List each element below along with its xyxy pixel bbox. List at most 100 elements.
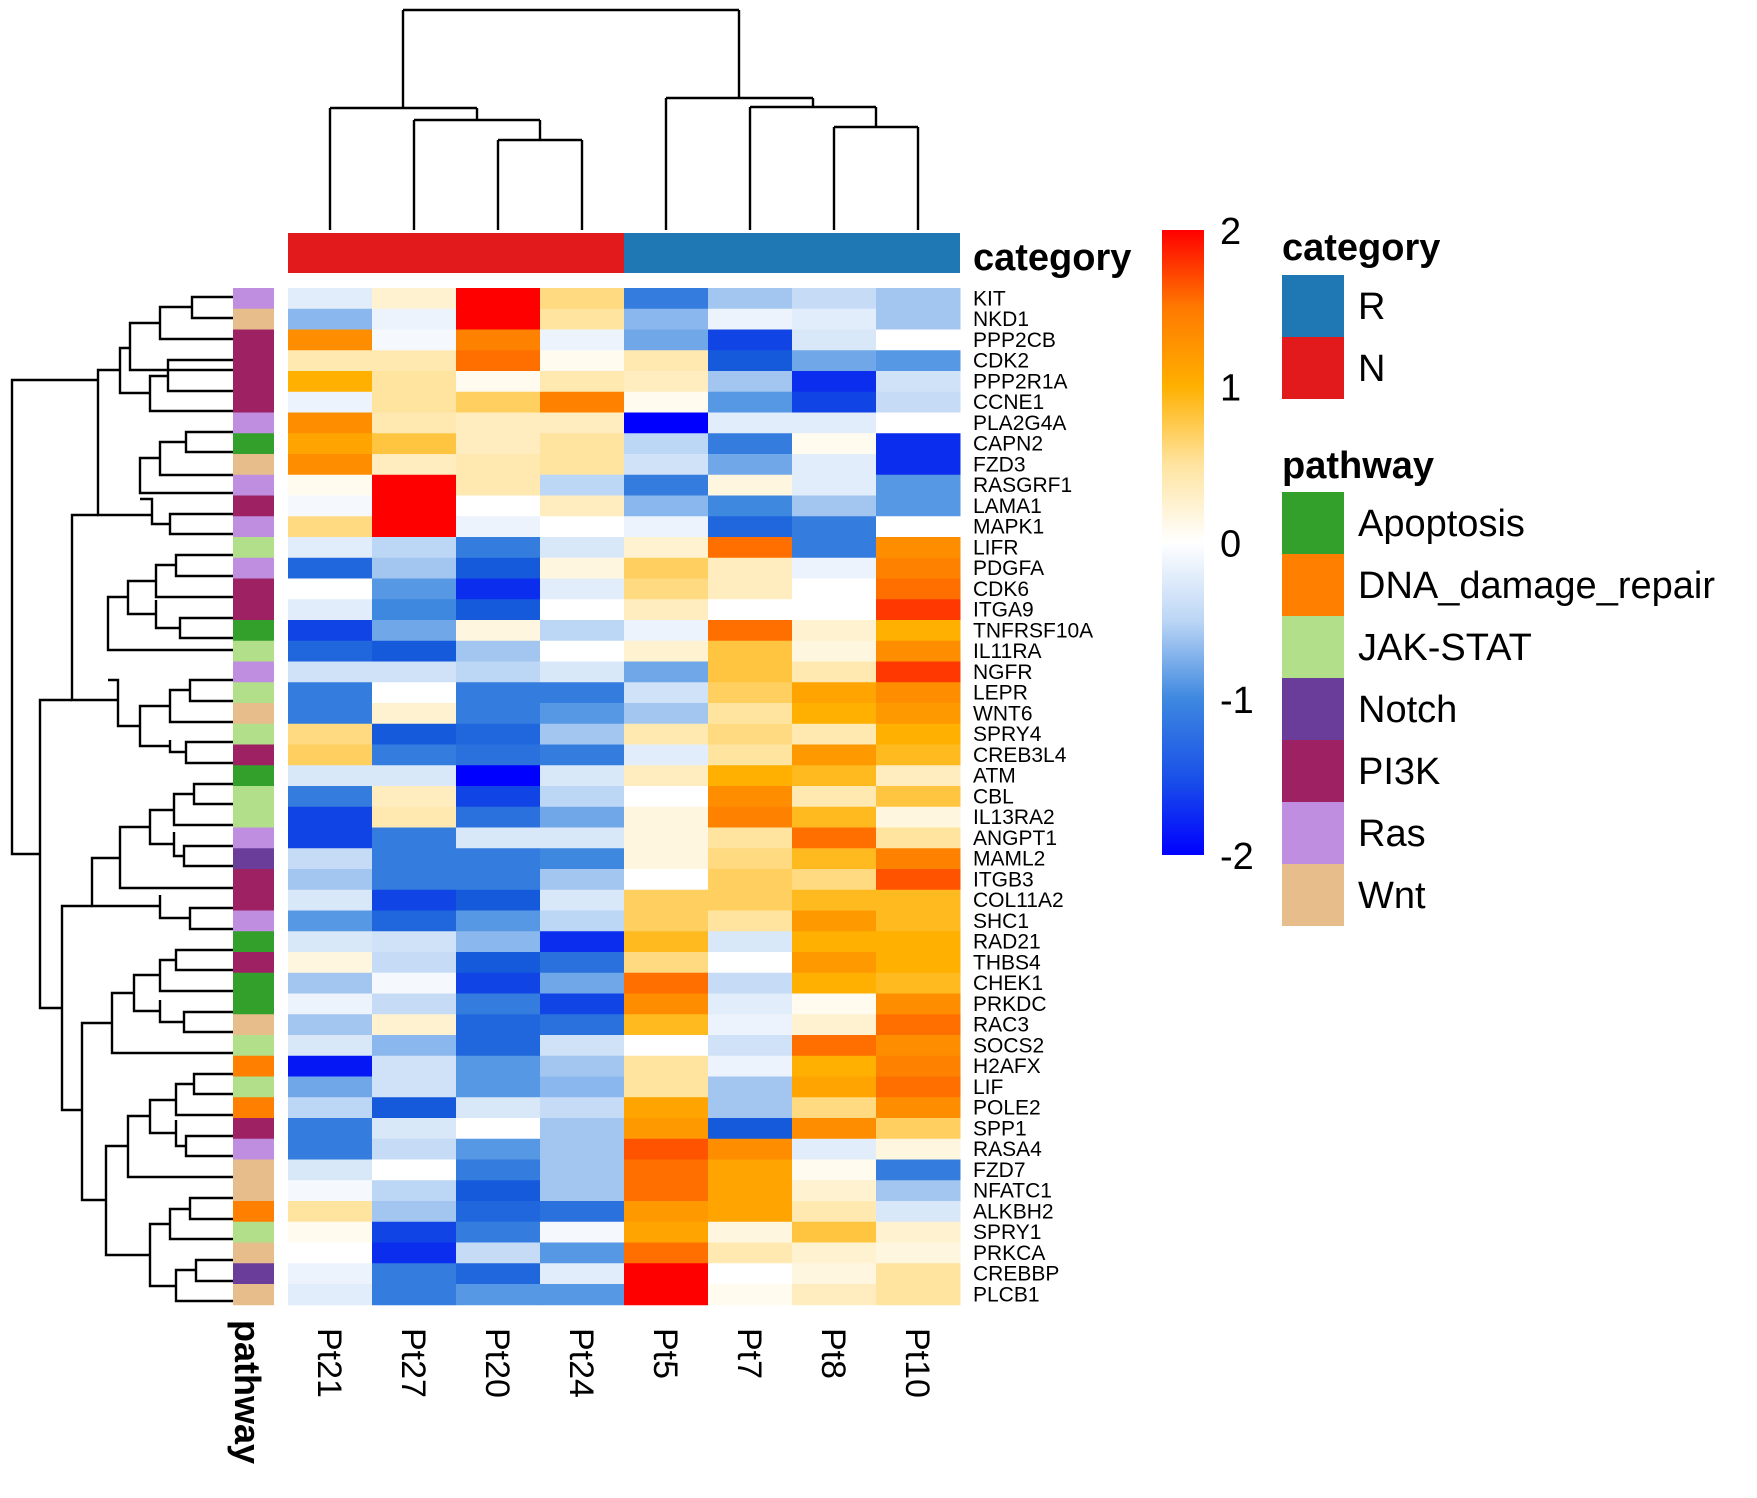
pathway-cell-ngfr [233,661,274,683]
heatmap-cell-crebbp-pt24 [540,1263,625,1285]
pathway-cell-rad21 [233,931,274,953]
pathway-cell-lama1 [233,495,274,517]
heatmap-cell-prkca-pt5 [624,1242,709,1264]
heatmap-cell-rasa4-pt8 [792,1138,877,1160]
heatmap-cell-alkbh2-pt20 [456,1201,541,1223]
heatmap-cell-cdk2-pt24 [540,350,625,372]
heatmap-cell-lifr-pt10 [876,537,961,559]
heatmap-cell-h2afx-pt21 [288,1055,373,1077]
heatmap-cell-chek1-pt5 [624,972,709,994]
gene-label-il11ra: IL11RA [973,640,1042,663]
heatmap-cell-itgb3-pt27 [372,869,457,891]
heatmap-cell-cdk2-pt27 [372,350,457,372]
heatmap-cell-lif-pt21 [288,1076,373,1098]
pathway-legend-label-pi3k: PI3K [1358,751,1440,793]
heatmap-cell-il13ra2-pt27 [372,806,457,828]
pathway-cell-prkdc [233,993,274,1015]
heatmap-cell-fzd3-pt5 [624,454,709,476]
gene-label-cbl: CBL [973,785,1014,808]
heatmap-cell-fzd3-pt27 [372,454,457,476]
heatmap-cell-maml2-pt10 [876,848,961,870]
heatmap-cell-capn2-pt21 [288,433,373,455]
pathway-cell-rasgrf1 [233,474,274,496]
heatmap-cell-chek1-pt8 [792,972,877,994]
heatmap-cell-plcb1-pt8 [792,1284,877,1306]
heatmap-cell-ccne1-pt24 [540,391,625,413]
heatmap-cell-cbl-pt10 [876,786,961,808]
heatmap-cell-angpt1-pt5 [624,827,709,849]
heatmap-cell-ppp2r1a-pt5 [624,371,709,393]
heatmap-cell-maml2-pt27 [372,848,457,870]
heatmap-cell-spp1-pt8 [792,1118,877,1140]
heatmap-cell-thbs4-pt21 [288,952,373,974]
heatmap-cell-lama1-pt20 [456,495,541,517]
heatmap-cell-crebbp-pt20 [456,1263,541,1285]
heatmap-cell-plcb1-pt27 [372,1284,457,1306]
heatmap-cell-lepr-pt21 [288,682,373,704]
heatmap-cell-cdk6-pt10 [876,578,961,600]
heatmap-cell-itgb3-pt8 [792,869,877,891]
pathway-cell-spry4 [233,723,274,745]
heatmap-cell-shc1-pt20 [456,910,541,932]
pathway-annotation-label: pathway [227,1320,268,1464]
heatmap-cell-rad21-pt27 [372,931,457,953]
heatmap-cell-spry1-pt21 [288,1221,373,1243]
heatmap-cell-nfatc1-pt5 [624,1180,709,1202]
gene-label-il13ra2: IL13RA2 [973,806,1055,829]
heatmap-cell-tnfrsf10a-pt24 [540,620,625,642]
heatmap-cell-nkd1-pt24 [540,308,625,330]
gene-label-lifr: LIFR [973,536,1019,559]
heatmap-cell-wnt6-pt21 [288,703,373,725]
heatmap-cell-nkd1-pt7 [708,308,793,330]
heatmap-cell-ppp2r1a-pt8 [792,371,877,393]
heatmap-cell-socs2-pt24 [540,1035,625,1057]
pathway-legend-label-ras: Ras [1358,813,1426,855]
heatmap-cell-rasgrf1-pt24 [540,474,625,496]
heatmap-cell-cdk6-pt27 [372,578,457,600]
category-legend-swatch-n [1282,337,1344,399]
heatmap-cell-ppp2cb-pt8 [792,329,877,351]
heatmap-cell-fzd7-pt27 [372,1159,457,1181]
heatmap-cell-lepr-pt8 [792,682,877,704]
gene-label-nkd1: NKD1 [973,308,1029,331]
heatmap-cell-itgb3-pt20 [456,869,541,891]
heatmap-cell-nkd1-pt27 [372,308,457,330]
heatmap-cell-maml2-pt7 [708,848,793,870]
heatmap-cell-itga9-pt21 [288,599,373,621]
pathway-cell-wnt6 [233,703,274,725]
gene-label-spry4: SPRY4 [973,723,1042,746]
heatmap-cell-cdk6-pt7 [708,578,793,600]
heatmap-cell-itgb3-pt10 [876,869,961,891]
heatmap-cell-rac3-pt5 [624,1014,709,1036]
gene-label-spp1: SPP1 [973,1117,1027,1140]
heatmap-cell-pdgfa-pt8 [792,557,877,579]
sample-labels: Pt21 Pt27 Pt20 Pt24 Pt5 Pt7 Pt8 Pt10 [310,1328,936,1398]
pathway-cell-ccne1 [233,391,274,413]
heatmap-cell-alkbh2-pt21 [288,1201,373,1223]
heatmap-cell-spry1-pt10 [876,1221,961,1243]
heatmap-cell-cbl-pt8 [792,786,877,808]
pathway-legend: pathway Apoptosis DNA_damage_repair JAK-ST… [1282,445,1715,926]
heatmap-cell-mapk1-pt20 [456,516,541,538]
heatmap-cell-spry1-pt8 [792,1221,877,1243]
pathway-legend-swatch-dna_damage_repair [1282,554,1344,616]
heatmap-cell-cdk2-pt20 [456,350,541,372]
gene-label-alkbh2: ALKBH2 [973,1200,1054,1223]
pathway-cell-il11ra [233,640,274,662]
heatmap-cell-chek1-pt10 [876,972,961,994]
gene-label-ppp2r1a: PPP2R1A [973,370,1068,393]
heatmap-cell-spry4-pt7 [708,723,793,745]
pathway-cell-col11a2 [233,889,274,911]
heatmap-cell-pole2-pt5 [624,1097,709,1119]
colorbar-gradient [1162,230,1204,855]
heatmap-cell-lif-pt7 [708,1076,793,1098]
heatmap-cell-shc1-pt10 [876,910,961,932]
pathway-cell-cdk2 [233,350,274,372]
heatmap-cell-nfatc1-pt20 [456,1180,541,1202]
heatmap-cell-rac3-pt8 [792,1014,877,1036]
colorbar-tick-3: -1 [1220,680,1254,722]
heatmap-cell-spry4-pt20 [456,723,541,745]
heatmap-cell-pla2g4a-pt8 [792,412,877,434]
heatmap-cell-capn2-pt5 [624,433,709,455]
